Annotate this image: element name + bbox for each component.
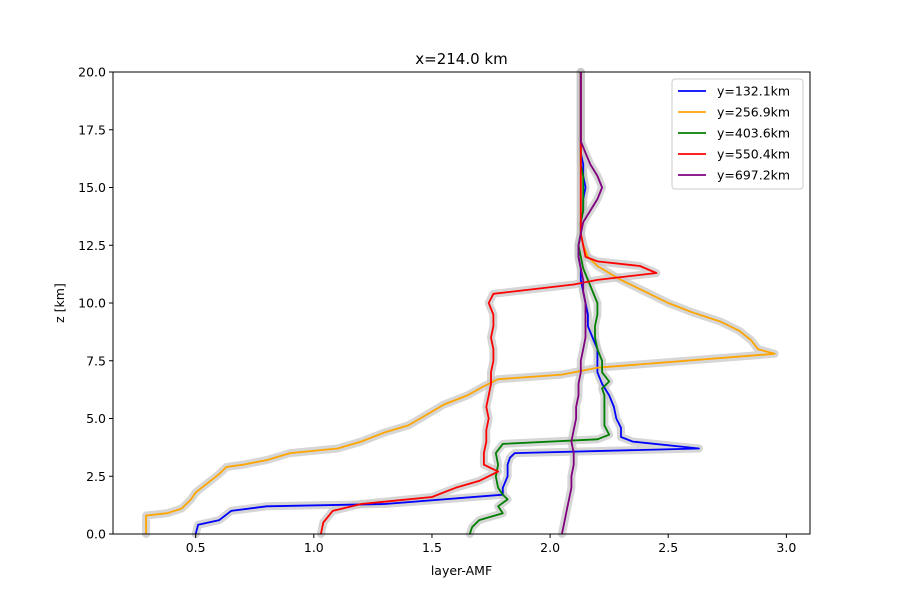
legend-label: y=550.4km: [717, 147, 790, 162]
series-line-3: [468, 72, 611, 535]
y-tick-label: 2.5: [86, 469, 106, 484]
series-line-1: [194, 72, 700, 535]
legend-label: y=697.2km: [717, 168, 790, 183]
x-tick-label: 2.5: [658, 540, 678, 555]
y-axis-label: z [km]: [52, 283, 67, 323]
y-tick-label: 7.5: [86, 353, 106, 368]
x-tick-label: 3.0: [776, 540, 796, 555]
y-tick-label: 17.5: [78, 122, 106, 137]
series-line-4: [320, 72, 658, 535]
legend-label: y=403.6km: [717, 126, 790, 141]
y-tick-label: 12.5: [78, 238, 106, 253]
x-tick-label: 1.5: [422, 540, 442, 555]
y-tick-label: 10.0: [78, 296, 106, 311]
y-tick-label: 5.0: [86, 411, 106, 426]
y-axis: 0.0 2.5 5.0 7.5 10.0 12.5 15.0 17.5 20.0: [78, 65, 113, 542]
series-lines: [145, 72, 776, 535]
y-tick-label: 20.0: [78, 65, 106, 80]
legend-box: [671, 78, 804, 190]
x-axis-label: layer-AMF: [431, 563, 492, 578]
y-tick-label: 15.0: [78, 180, 106, 195]
legend-label: y=256.9km: [717, 105, 790, 120]
legend: y=132.1km y=256.9km y=403.6km y=550.4km y=69…: [671, 78, 804, 190]
series-line-5: [561, 72, 603, 535]
chart-title: x=214.0 km: [415, 50, 507, 68]
legend-label: y=132.1km: [717, 84, 790, 99]
x-axis: 0.5 1.0 1.5 2.0 2.5 3.0: [186, 534, 796, 555]
y-tick-label: 0.0: [86, 527, 106, 542]
x-tick-label: 0.5: [186, 540, 206, 555]
x-tick-label: 2.0: [540, 540, 560, 555]
x-tick-label: 1.0: [304, 540, 324, 555]
